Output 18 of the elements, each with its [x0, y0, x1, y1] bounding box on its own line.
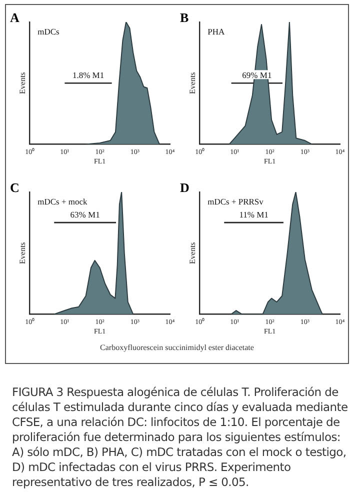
annotation: 69% M1: [242, 70, 272, 80]
annotation: 1.8% M1: [72, 70, 104, 80]
chart-title: D: [180, 180, 190, 196]
text: PHA: [208, 26, 226, 36]
y-axis-title: Events: [188, 72, 197, 94]
text: mDCs: [38, 26, 60, 36]
text: FIGURA 3 Respuesta alogénica de células T. Proliferación de células T estimulada durante cinco días y evaluada mediante CFSE, a una relación DC: linfocitos de 1:10. El porcentaje de proliferación fue determinado para los siguientes estímulos: A) sólo mDC, B) PHA, C) mDC tratadas con el mock o testigo, D) mDC infectadas con el virus PRRS. Experimento representativo de tres realizados, P ≤ 0.05.: [12, 385, 348, 490]
annotation: 63% M1: [70, 210, 100, 220]
text: Carboxyfluorescein succinimidyl ester diacetate: [99, 343, 255, 352]
chart-title: B: [180, 10, 189, 26]
chart-title: A: [10, 10, 20, 26]
annotation: 11% M1: [239, 210, 268, 220]
chart-title: C: [10, 180, 20, 196]
y-axis-title: Events: [188, 242, 197, 264]
y-axis-title: Events: [18, 242, 27, 264]
text: mDCs + mock: [38, 196, 88, 206]
text: mDCs + PRRSv: [208, 196, 264, 206]
y-axis-title: Events: [18, 72, 27, 94]
